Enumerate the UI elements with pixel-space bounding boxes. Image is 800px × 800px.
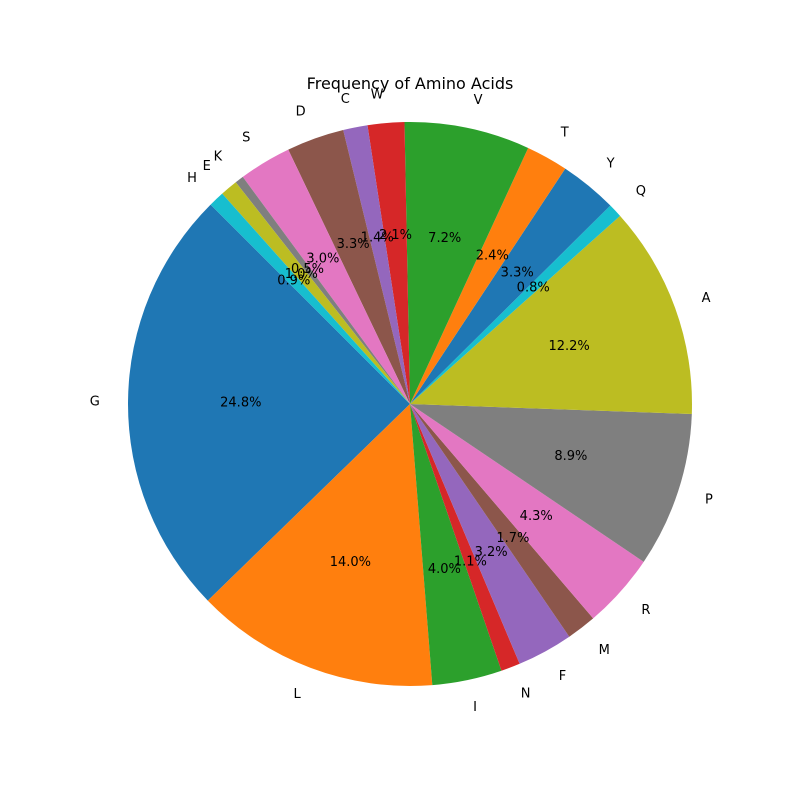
percentage-label-k: 0.5%: [291, 262, 324, 277]
category-label-p: P: [705, 493, 713, 508]
category-label-q: Q: [636, 184, 646, 199]
pie-slice-q: [410, 205, 621, 404]
pie-slice-h: [210, 193, 410, 404]
percentage-label-v: 7.2%: [428, 231, 461, 246]
category-label-l: L: [293, 687, 301, 702]
percentage-label-d: 3.3%: [337, 237, 370, 252]
percentage-label-h: 0.9%: [277, 274, 310, 289]
pie-slice-i: [410, 404, 502, 686]
pie-slice-l: [207, 404, 433, 686]
percentage-label-r: 4.3%: [520, 509, 553, 524]
pie-slice-m: [410, 404, 594, 637]
pie-slice-t: [410, 147, 566, 404]
category-label-k: K: [214, 150, 223, 165]
pie-slice-w: [367, 122, 410, 405]
category-label-i: I: [473, 700, 477, 715]
percentage-label-g: 24.8%: [220, 395, 261, 410]
category-labels: G L I N F M R P A Q Y T V W C D S KEH: [90, 87, 713, 715]
percentage-label-w: 2.1%: [379, 228, 412, 243]
percentage-label-l: 14.0%: [330, 555, 371, 570]
pie-slice-k: [235, 176, 410, 404]
category-label-f: F: [559, 669, 566, 684]
pie-slice-p: [410, 404, 692, 562]
category-label-s: S: [242, 131, 250, 146]
category-label-v: V: [474, 93, 483, 108]
category-label-g: G: [90, 394, 100, 409]
category-label-w: W: [371, 87, 384, 102]
percentage-label-p: 8.9%: [554, 449, 587, 464]
percentage-labels: 24.8% 14.0% 4.0%1.1%3.2%1.7% 4.3% 8.9% 12.2% 0…: [220, 228, 590, 577]
category-label-c: C: [341, 92, 350, 107]
pie-slice-v: [404, 121, 529, 404]
category-label-r: R: [641, 603, 650, 618]
pie-slice-y: [410, 168, 611, 404]
category-label-n: N: [521, 686, 531, 701]
percentage-label-s: 3.0%: [306, 251, 339, 266]
pie-slice-s: [242, 149, 410, 404]
percentage-label-c: 1.4%: [361, 231, 394, 246]
percentage-label-t: 2.4%: [476, 249, 509, 264]
pie-slice-g: [128, 204, 411, 601]
pie-slice-a: [410, 215, 692, 414]
percentage-label-i: 4.0%: [428, 562, 461, 577]
percentage-label-m: 1.7%: [496, 531, 529, 546]
category-label-d: D: [296, 104, 306, 119]
pie-slice-d: [288, 130, 410, 405]
pie-slice-n: [410, 404, 520, 671]
category-label-y: Y: [606, 157, 615, 172]
category-label-h: H: [187, 171, 197, 186]
percentage-label-y: 3.3%: [501, 266, 534, 281]
category-label-m: M: [599, 643, 610, 658]
percentage-label-q: 0.8%: [517, 281, 550, 296]
pie-slice-e: [222, 182, 410, 404]
percentage-label-a: 12.2%: [548, 339, 589, 354]
pie-slices: [128, 121, 692, 686]
percentage-label-n: 1.1%: [454, 555, 487, 570]
pie-slice-c: [343, 125, 410, 404]
percentage-label-e: 1.0%: [285, 267, 318, 282]
percentage-label-f: 3.2%: [475, 545, 508, 560]
category-label-e: E: [203, 159, 211, 174]
category-label-a: A: [702, 291, 711, 306]
pie-slice-r: [410, 404, 644, 619]
chart-title: Frequency of Amino Acids: [307, 74, 514, 93]
pie-slice-f: [410, 404, 570, 664]
category-label-t: T: [560, 125, 569, 140]
